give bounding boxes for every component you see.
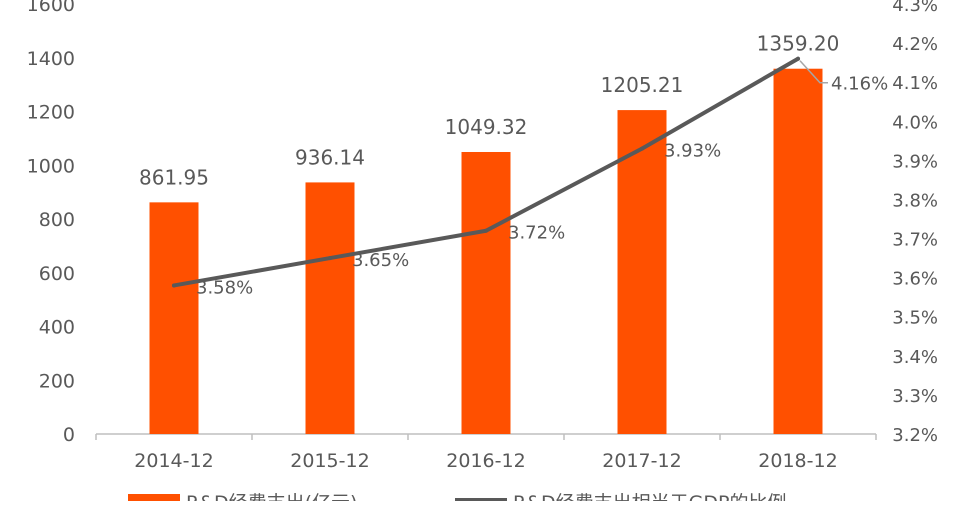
legend-label-bars: R&D经费支出(亿元) <box>186 492 357 501</box>
left-axis: 0 200 400 600 800 1000 1200 1400 1600 <box>27 0 75 446</box>
x-axis-tick-label: 2015-12 <box>290 450 369 472</box>
left-axis-tick-label: 1200 <box>27 102 75 124</box>
bar <box>149 202 199 434</box>
line-point <box>328 256 332 261</box>
right-axis-tick-label: 4.3% <box>892 0 938 16</box>
line-point <box>796 56 800 61</box>
line-label-leader <box>799 60 828 84</box>
left-axis-tick-label: 600 <box>39 263 75 285</box>
right-axis-tick-label: 4.2% <box>892 34 938 55</box>
line-value-label: 3.58% <box>196 277 253 298</box>
bar-series <box>149 68 823 435</box>
right-axis-tick-label: 3.3% <box>892 386 938 407</box>
legend-label-line: R&D经费支出相当于GDP的比例 <box>513 492 786 501</box>
left-axis-tick-label: 1000 <box>27 155 75 177</box>
left-axis-tick-label: 1400 <box>27 48 75 70</box>
bar-value-label: 1205.21 <box>601 73 684 97</box>
bar <box>461 151 511 435</box>
x-axis-tick-label: 2016-12 <box>446 450 525 472</box>
right-axis-tick-label: 4.0% <box>892 112 938 133</box>
bar <box>305 182 355 434</box>
line-value-label: 3.93% <box>664 141 721 162</box>
line-value-label: 3.65% <box>352 250 409 271</box>
bar <box>773 68 823 434</box>
right-axis: 3.2% 3.3% 3.4% 3.5% 3.6% 3.7% 3.8% 3.9% 4.0% 4.1%… <box>892 0 938 446</box>
right-axis-tick-label: 3.5% <box>892 308 938 329</box>
left-axis-tick-label: 0 <box>63 424 75 446</box>
legend: R&D经费支出(亿元) R&D经费支出相当于GDP的比例 <box>128 492 786 505</box>
right-axis-tick-label: 3.6% <box>892 269 938 290</box>
left-axis-tick-label: 400 <box>39 317 75 339</box>
x-axis-tick-label: 2018-12 <box>758 450 837 472</box>
line-series <box>172 56 800 288</box>
bar <box>617 110 667 434</box>
left-axis-tick-label: 800 <box>39 209 75 231</box>
line-value-label: 3.72% <box>508 223 565 244</box>
left-axis-tick-label: 200 <box>39 370 75 392</box>
bar-value-label: 861.95 <box>139 165 209 189</box>
right-axis-tick-label: 3.8% <box>892 190 938 211</box>
line-value-label: 4.16% <box>831 74 888 95</box>
left-axis-tick-label: 1600 <box>27 0 75 16</box>
x-axis-tick-label: 2014-12 <box>134 450 213 472</box>
data-labels: 861.95 936.14 1049.32 1205.21 1359.20 3.58% 3.… <box>139 32 888 299</box>
line-point <box>640 146 644 151</box>
x-axis-tick-label: 2017-12 <box>602 450 681 472</box>
bar-value-label: 1049.32 <box>445 115 528 139</box>
x-axis: 2014-12 2015-12 2016-12 2017-12 2018-12 <box>95 433 877 472</box>
right-axis-tick-label: 3.9% <box>892 151 938 172</box>
line-point <box>484 228 488 233</box>
line-point <box>172 283 176 288</box>
bar-value-label: 936.14 <box>295 145 365 169</box>
bar-value-label: 1359.20 <box>757 32 840 56</box>
right-axis-tick-label: 4.1% <box>892 73 938 94</box>
right-axis-tick-label: 3.4% <box>892 347 938 368</box>
legend-swatch-bars <box>128 494 180 505</box>
right-axis-tick-label: 3.2% <box>892 425 938 446</box>
right-axis-tick-label: 3.7% <box>892 230 938 251</box>
